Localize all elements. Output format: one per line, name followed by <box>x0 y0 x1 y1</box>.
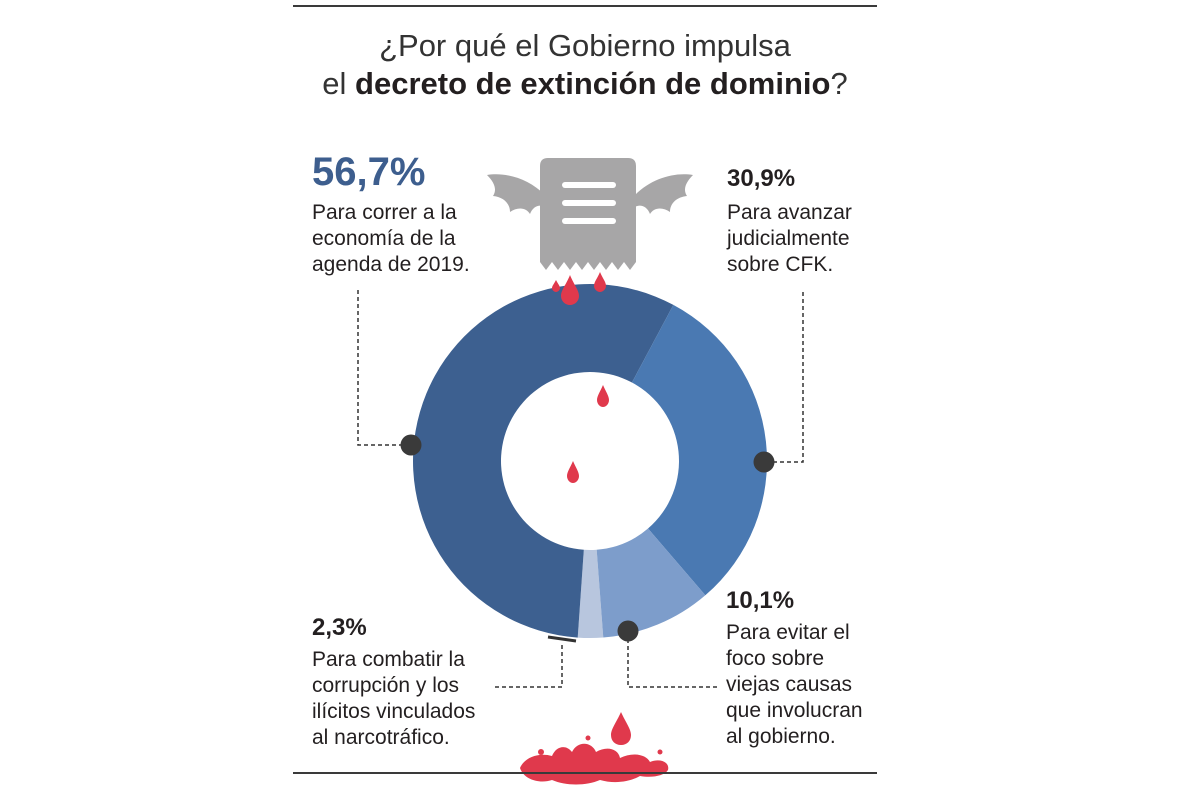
label-economia-text: Para correr a la economía de la agenda d… <box>312 201 470 276</box>
chart-title-line-2: el decreto de extinción de dominio? <box>293 64 877 104</box>
leader-line-foco <box>627 632 718 688</box>
blood-drops <box>552 272 631 745</box>
label-cfk-percentage: 30,9% <box>727 165 796 192</box>
leader-line-economia <box>357 290 410 446</box>
blood-drop-icon <box>611 712 631 745</box>
blood-drop-icon <box>552 280 560 292</box>
marker-foco <box>617 620 639 642</box>
slice-tick-mark <box>547 635 577 643</box>
label-foco-text: Para evitar el foco sobre viejas causas … <box>726 621 863 748</box>
bat-wings-icon <box>487 174 693 214</box>
donut-slice-corrupcion <box>577 549 604 638</box>
leader-line-cfk <box>765 292 804 463</box>
blood-drop-icon <box>561 275 579 305</box>
marker-cfk <box>753 451 775 473</box>
donut-slices <box>412 283 767 638</box>
donut-slice-cfk <box>631 304 767 596</box>
blood-drop-icon <box>597 385 609 407</box>
label-corrupcion-percentage: 2,3% <box>312 614 367 641</box>
label-economia-percentage: 56,7% <box>312 150 426 194</box>
marker-economia <box>400 434 422 456</box>
donut-slice-economia <box>412 283 674 638</box>
title-bold: decreto de extinción de dominio <box>355 66 831 101</box>
leader-lines <box>357 290 804 688</box>
leader-line-corrupcion <box>492 645 563 688</box>
title-suffix: ? <box>830 66 848 101</box>
label-foco-percentage: 10,1% <box>726 587 795 614</box>
document-icon <box>540 158 636 270</box>
chart-title-line-1: ¿Por qué el Gobierno impulsa <box>379 28 791 63</box>
top-rule <box>293 5 877 7</box>
blood-drop-icon <box>594 272 606 292</box>
label-cfk-text: Para avanzar judicialmente sobre CFK. <box>727 201 852 276</box>
title-prefix: el <box>322 66 356 101</box>
blood-splash-icon <box>520 735 669 785</box>
blood-drop-icon <box>567 461 579 483</box>
donut-slice-foco <box>596 528 706 638</box>
bottom-rule <box>293 772 877 774</box>
label-corrupcion-text: Para combatir la corrupción y los ilícit… <box>312 648 476 749</box>
